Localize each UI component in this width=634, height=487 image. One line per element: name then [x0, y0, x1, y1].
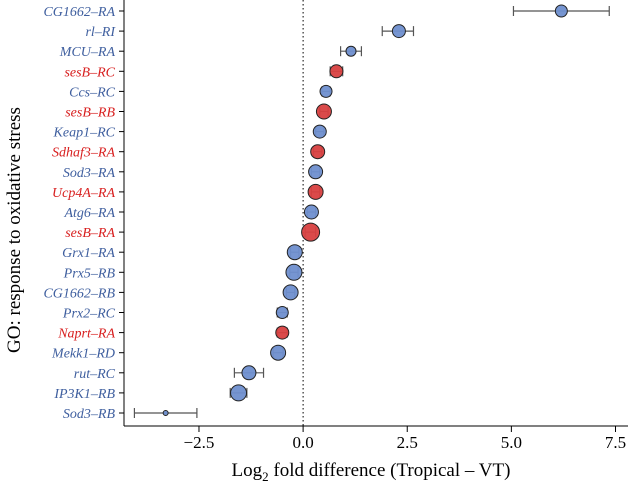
- gene-label: Prx2–RC: [62, 307, 116, 322]
- gene-labels: CG1662–RA rl–RI MCU–RA sesB–RC Ccs–RC sesB–RB…: [43, 5, 124, 422]
- data-point: [315, 103, 332, 120]
- y-axis-title: GO: response to oxidative stress: [4, 107, 25, 353]
- x-tick-label: 2.5: [397, 433, 418, 452]
- data-point: [303, 204, 319, 220]
- x-axis-title-prefix: Log: [232, 460, 263, 481]
- gene-label: Atg6–RA: [63, 206, 115, 221]
- gene-label: rut–RC: [74, 367, 116, 382]
- x-axis: −2.5 0.0 2.5 5.0 7.5: [124, 425, 628, 452]
- x-tick-label: −2.5: [184, 433, 215, 452]
- gene-label: Naprt–RA: [57, 327, 115, 342]
- reference-layer: [123, 0, 304, 426]
- x-tick-label: 7.5: [605, 433, 626, 452]
- gene-label: Sod3–RB: [63, 407, 116, 422]
- gene-label: Mekk1–RD: [51, 347, 115, 362]
- data-point: [241, 365, 257, 381]
- gene-label: MCU–RA: [59, 45, 116, 60]
- data-point: [310, 144, 326, 160]
- gene-label: Ccs–RC: [69, 85, 116, 100]
- gene-label: CG1662–RB: [43, 286, 115, 301]
- data-point: [307, 183, 324, 200]
- gene-label: CG1662–RA: [43, 5, 115, 20]
- marks-layer: [133, 4, 610, 418]
- data-point: [329, 64, 344, 79]
- data-point: [319, 84, 333, 98]
- data-point: [312, 124, 327, 139]
- x-axis-title-suffix: fold difference (Tropical – VT): [269, 460, 511, 481]
- data-point: [391, 24, 406, 39]
- x-axis-title-subscript: 2: [262, 469, 269, 484]
- data-point: [275, 306, 289, 319]
- gene-label: Prx5–RB: [63, 266, 116, 281]
- gene-label: Keap1–RC: [53, 126, 116, 141]
- data-point: [275, 325, 290, 340]
- gene-label: rl–RI: [85, 25, 116, 40]
- data-point: [554, 4, 568, 18]
- gene-label: Sod3–RA: [63, 166, 116, 181]
- data-point: [270, 344, 287, 361]
- gene-label: IP3K1–RB: [53, 387, 115, 402]
- data-point: [345, 45, 357, 57]
- data-point: [308, 164, 324, 180]
- data-point: [230, 384, 248, 402]
- x-tick-label: 0.0: [292, 433, 313, 452]
- data-point: [301, 222, 321, 242]
- data-point: [282, 284, 299, 301]
- data-point: [162, 410, 169, 416]
- gene-label: sesB–RB: [65, 106, 115, 121]
- gene-label: sesB–RC: [64, 65, 115, 80]
- x-tick-label: 5.0: [501, 433, 522, 452]
- gene-label: Grx1–RA: [62, 246, 115, 261]
- gene-label: Ucp4A–RA: [52, 186, 115, 201]
- x-axis-title: Log2 fold difference (Tropical – VT): [232, 460, 511, 484]
- data-point: [286, 244, 303, 261]
- gene-label: sesB–RA: [65, 226, 115, 241]
- gene-label: Sdhaf3–RA: [52, 146, 115, 161]
- data-point: [285, 263, 303, 281]
